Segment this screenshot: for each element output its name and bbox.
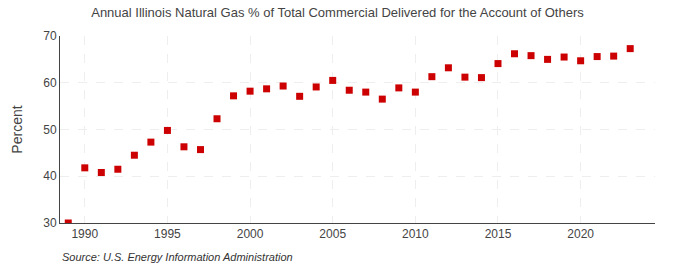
svg-text:Annual Illinois Natural Gas %: Annual Illinois Natural Gas % of Total C… — [91, 5, 584, 20]
svg-text:2020: 2020 — [567, 227, 594, 241]
svg-text:2005: 2005 — [319, 227, 346, 241]
svg-text:Percent: Percent — [9, 105, 25, 153]
svg-text:30: 30 — [43, 216, 57, 230]
svg-text:2000: 2000 — [237, 227, 264, 241]
svg-text:60: 60 — [43, 76, 57, 90]
svg-text:1995: 1995 — [154, 227, 181, 241]
svg-text:2015: 2015 — [485, 227, 512, 241]
svg-text:1990: 1990 — [71, 227, 98, 241]
svg-text:70: 70 — [43, 29, 57, 43]
svg-text:40: 40 — [43, 169, 57, 183]
svg-text:50: 50 — [43, 123, 57, 137]
svg-text:Source: U.S. Energy Informatio: Source: U.S. Energy Information Administ… — [62, 251, 293, 263]
svg-text:2010: 2010 — [402, 227, 429, 241]
